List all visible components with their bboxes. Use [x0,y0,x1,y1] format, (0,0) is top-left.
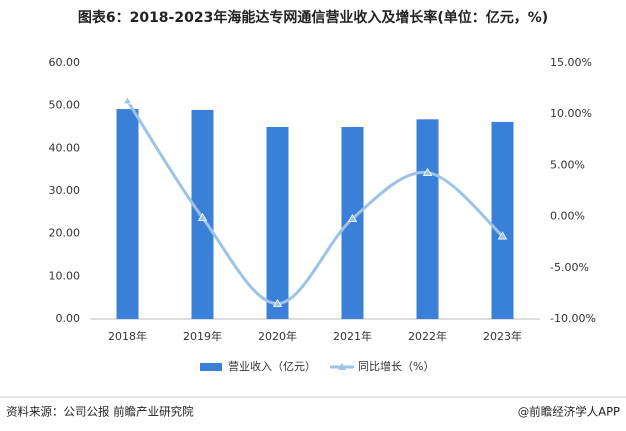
bar [116,109,139,319]
y-tick-label: 10.00 [49,269,81,282]
line-marker [347,213,358,223]
y-tick-label: 60.00 [49,56,81,69]
legend-label: 同比增长（%） [358,359,434,373]
x-tick-label: 2020年 [258,329,297,343]
bar [341,127,364,319]
y2-tick-label: 5.00% [550,158,585,171]
y-tick-label: 30.00 [49,184,81,197]
bar [491,121,514,319]
line-marker [197,212,208,222]
line [126,100,504,306]
credit: @前瞻经济学人APP [518,405,620,419]
y2-tick-label: -10.00% [550,312,596,325]
y-tick-label: 0.00 [56,312,81,325]
line-marker [122,96,133,105]
y-tick-label: 20.00 [49,227,81,240]
bar [266,127,289,319]
legend-label: 营业收入（亿元） [228,359,316,373]
legend-swatch [338,363,346,370]
bar [416,119,439,319]
x-tick-label: 2022年 [408,329,447,343]
source: 资料来源：公司公报 前瞻产业研究院 [6,405,194,419]
line-marker [497,231,508,240]
y2-tick-label: 10.00% [550,107,592,120]
y2-tick-label: 0.00% [550,210,585,223]
y2-tick-label: -5.00% [550,261,589,274]
line-marker [272,298,283,308]
chart-title: 图表6：2018-2023年海能达专网通信营业收入及增长率(单位：亿元，%) [78,9,548,26]
line-marker [422,167,433,176]
x-tick-label: 2019年 [183,329,222,343]
y-tick-label: 50.00 [49,99,81,112]
x-tick-label: 2018年 [108,329,147,343]
legend-swatch [200,363,222,371]
x-tick-label: 2021年 [333,329,372,343]
y2-tick-label: 15.00% [550,56,592,69]
x-tick-label: 2023年 [483,329,522,343]
y-tick-label: 40.00 [49,141,81,154]
